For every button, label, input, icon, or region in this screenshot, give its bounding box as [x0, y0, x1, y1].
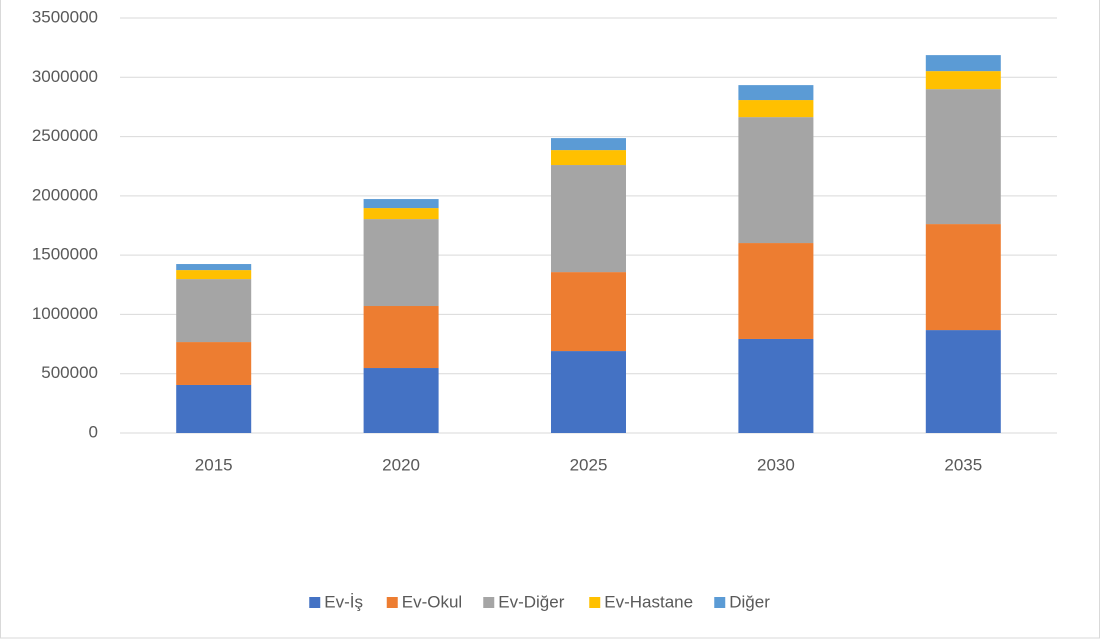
- bar-segment: [738, 100, 814, 118]
- bar-segment: [551, 165, 626, 273]
- bar-segment: [176, 279, 252, 343]
- bar-segment: [738, 243, 814, 339]
- bar-segment: [363, 306, 439, 369]
- y-tick-label: 500000: [41, 363, 98, 382]
- bar-segment: [551, 351, 626, 433]
- bar-segment: [925, 71, 1001, 90]
- bar-segment: [925, 224, 1001, 331]
- y-tick-label: 2500000: [32, 126, 98, 145]
- bar-segment: [925, 55, 1001, 72]
- x-tick-label: 2025: [570, 455, 608, 474]
- legend-swatch: [589, 597, 601, 608]
- bar-segment: [925, 330, 1001, 433]
- x-tick-label: 2030: [757, 455, 795, 474]
- legend-swatch: [714, 597, 726, 608]
- y-tick-label: 3000000: [32, 67, 98, 86]
- x-tick-label: 2015: [195, 455, 233, 474]
- y-tick-label: 1500000: [32, 245, 98, 264]
- y-tick-label: 1000000: [32, 304, 98, 323]
- x-tick-label: 2035: [944, 455, 982, 474]
- bar-segment: [363, 208, 439, 220]
- legend-label: Ev-İş: [324, 592, 363, 611]
- legend-label: Ev-Okul: [402, 592, 462, 611]
- legend-swatch: [309, 597, 321, 608]
- bar-segment: [176, 270, 252, 280]
- bar-segment: [363, 219, 439, 307]
- y-tick-label: 3500000: [32, 7, 98, 26]
- bar-segment: [363, 368, 439, 433]
- legend-swatch: [386, 597, 398, 608]
- legend-label: Diğer: [729, 592, 770, 611]
- legend-label: Ev-Diğer: [498, 592, 564, 611]
- bar-segment: [551, 150, 626, 166]
- bar-segment: [551, 138, 626, 151]
- legend-swatch: [483, 597, 495, 608]
- bar-segment: [363, 199, 439, 209]
- y-tick-label: 0: [89, 422, 98, 441]
- bar-segment: [551, 272, 626, 352]
- bar-segment: [738, 338, 814, 433]
- legend-label: Ev-Hastane: [604, 592, 693, 611]
- bar-segment: [176, 264, 252, 271]
- bar-segment: [925, 89, 1001, 225]
- y-tick-label: 2000000: [32, 185, 98, 204]
- bar-segment: [738, 85, 814, 101]
- x-tick-label: 2020: [382, 455, 420, 474]
- bar-segment: [176, 384, 252, 433]
- bar-segment: [738, 117, 814, 244]
- bar-segment: [176, 342, 252, 385]
